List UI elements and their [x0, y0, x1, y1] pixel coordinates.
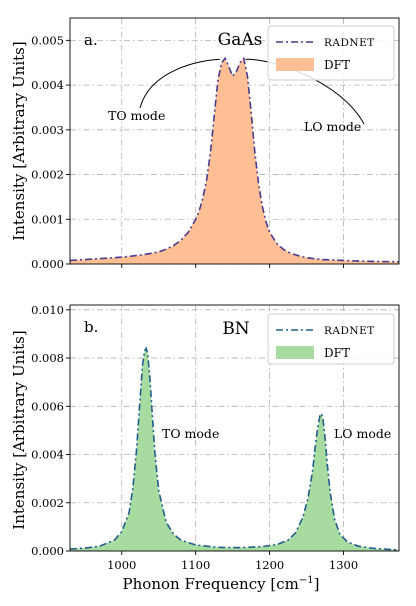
y-tick-label: 0.001 [31, 212, 64, 226]
dft-area [70, 58, 399, 264]
legend-radnet-label: RADNET [324, 37, 375, 49]
x-tick-label: 1200 [255, 558, 284, 572]
x-tick-label: 1300 [329, 558, 358, 572]
x-tick-label: 1100 [181, 558, 210, 572]
y-tick-label: 0.008 [31, 351, 64, 365]
y-tick-label: 0.004 [31, 448, 64, 462]
x-axis-label: Phonon Frequency [cm−1] [123, 575, 320, 593]
y-tick-label: 0.003 [31, 123, 64, 137]
panel-gaas: 0.000 0.001 0.002 0.003 0.004 0.005 a. GaAs TO m… [31, 17, 400, 271]
y-axis-label-top: Intensity [Arbitrary Units] [10, 41, 28, 240]
panel-bn: 0.000 0.002 0.004 0.006 0.008 0.010 1000 1100 12… [31, 303, 400, 572]
annotation-arrow [139, 58, 220, 109]
y-tick-label: 0.002 [31, 168, 64, 182]
legend-dft-swatch [276, 58, 314, 71]
y-axis-label-bottom: Intensity [Arbitrary Units] [10, 330, 28, 529]
legend-dft-label: DFT [324, 346, 350, 360]
y-tick-label: 0.000 [31, 544, 64, 558]
legend-radnet-label: RADNET [324, 325, 375, 337]
y-tick-label: 0.004 [31, 78, 64, 92]
plot-frame [69, 17, 400, 265]
dft-area [70, 348, 399, 551]
y-tick-label: 0.010 [31, 303, 64, 317]
panel-title: GaAs [218, 30, 263, 50]
panel-title: BN [222, 319, 249, 339]
y-tick-label: 0.000 [31, 257, 64, 271]
annotation-label: LO mode [304, 119, 361, 134]
annotation-label: TO mode [162, 426, 219, 441]
y-tick-label: 0.005 [31, 33, 64, 47]
panel-letter: b. [84, 318, 98, 336]
annotation-label: LO mode [334, 426, 391, 441]
radnet-line [69, 346, 400, 551]
legend-dft-swatch [276, 346, 314, 359]
legend-dft-label: DFT [324, 58, 350, 72]
y-tick-label: 0.006 [31, 399, 64, 413]
annotation-label: TO mode [108, 108, 165, 123]
panel-letter: a. [84, 31, 98, 49]
radnet-line [69, 56, 400, 263]
plot-frame [69, 304, 400, 552]
x-tick-label: 1000 [107, 558, 136, 572]
y-tick-label: 0.002 [31, 496, 64, 510]
